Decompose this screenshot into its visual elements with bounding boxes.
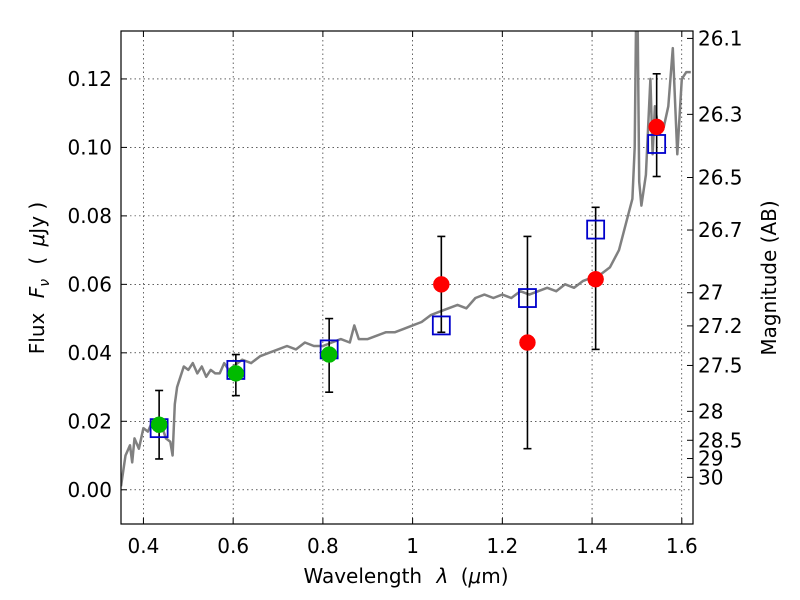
y-axis-label-unit-open: ( xyxy=(25,257,49,265)
x-tick-label-6: 1.6 xyxy=(666,534,698,558)
y-axis-label-unit-rest: Jy ) xyxy=(25,202,49,236)
mag-tick-label-2: 26.5 xyxy=(698,166,743,190)
observed-marker-1-1 xyxy=(227,365,245,382)
mag-tick-label-7: 28 xyxy=(698,399,723,423)
y-tick-label-2: 0.04 xyxy=(67,341,112,365)
x-axis-label-unit-mu: μ xyxy=(468,564,482,588)
observed-marker-2-1 xyxy=(519,334,536,351)
y-tick-label-5: 0.10 xyxy=(67,135,112,159)
model-square-marker-5 xyxy=(586,219,606,240)
y-tick-label-1: 0.02 xyxy=(67,409,112,433)
x-axis-label-text: Wavelength xyxy=(303,564,422,588)
model-square-marker-4 xyxy=(518,288,537,308)
observed-marker-2-2 xyxy=(587,270,604,288)
y-axis-label: Flux Fν ( μJy ) xyxy=(25,202,54,354)
observed-marker-2-0 xyxy=(433,276,450,293)
x-axis-ticks: 0.4 0.6 0.8 1 1.2 1.4 1.6 xyxy=(128,31,698,558)
model-square-marker-3 xyxy=(431,315,451,336)
plot-frame xyxy=(120,30,694,525)
magnitude-axis-label: Magnitude (AB) xyxy=(757,200,781,355)
y-tick-label-0: 0.00 xyxy=(67,478,112,502)
mag-tick-label-6: 27.5 xyxy=(698,353,743,377)
y-tick-label-4: 0.08 xyxy=(67,204,112,228)
model-spectrum-line xyxy=(121,31,691,487)
y-axis-label-unit-mu: μ xyxy=(25,234,49,248)
observed-marker-1-0 xyxy=(150,416,168,433)
x-axis-label-unit-open: ( xyxy=(461,564,469,588)
mag-tick-label-0: 26.1 xyxy=(698,26,743,50)
x-tick-label-1: 0.6 xyxy=(217,534,249,558)
x-tick-label-0: 0.4 xyxy=(128,534,160,558)
y-axis-label-sub: ν xyxy=(37,279,53,287)
model-photometry-layer xyxy=(149,134,667,439)
observed-photometry-layer xyxy=(150,118,665,433)
observed-marker-1-2 xyxy=(320,346,338,363)
mag-tick-label-1: 26.3 xyxy=(698,102,743,126)
mag-tick-label-3: 26.7 xyxy=(698,218,743,242)
x-tick-label-5: 1.4 xyxy=(576,534,608,558)
y-axis-ticks: 0.00 0.02 0.04 0.06 0.08 0.10 0.12 xyxy=(67,67,127,502)
mag-tick-label-8: 28.5 xyxy=(698,428,743,452)
y-tick-label-3: 0.06 xyxy=(67,272,112,296)
observed-marker-2-3 xyxy=(648,118,665,136)
errorbar-layer xyxy=(155,72,661,460)
mag-tick-label-10: 30 xyxy=(698,465,723,489)
x-tick-label-2: 0.8 xyxy=(307,534,339,558)
x-axis-label: Wavelength λ (μm) xyxy=(303,564,508,588)
x-axis-label-symbol: λ xyxy=(435,564,448,588)
y-axis-label-symbol: F xyxy=(25,286,49,298)
model-spectrum-layer xyxy=(121,31,691,487)
mag-tick-label-5: 27.2 xyxy=(698,314,743,338)
y-tick-label-6: 0.12 xyxy=(67,67,112,91)
grid xyxy=(121,31,693,524)
x-tick-label-4: 1.2 xyxy=(486,534,518,558)
mag-tick-label-9: 29 xyxy=(698,447,723,471)
x-tick-label-3: 1 xyxy=(406,534,419,558)
x-axis-label-unit-rest: m) xyxy=(481,564,508,588)
y-axis-label-text: Flux xyxy=(25,312,49,354)
mag-tick-label-4: 27 xyxy=(698,281,723,305)
